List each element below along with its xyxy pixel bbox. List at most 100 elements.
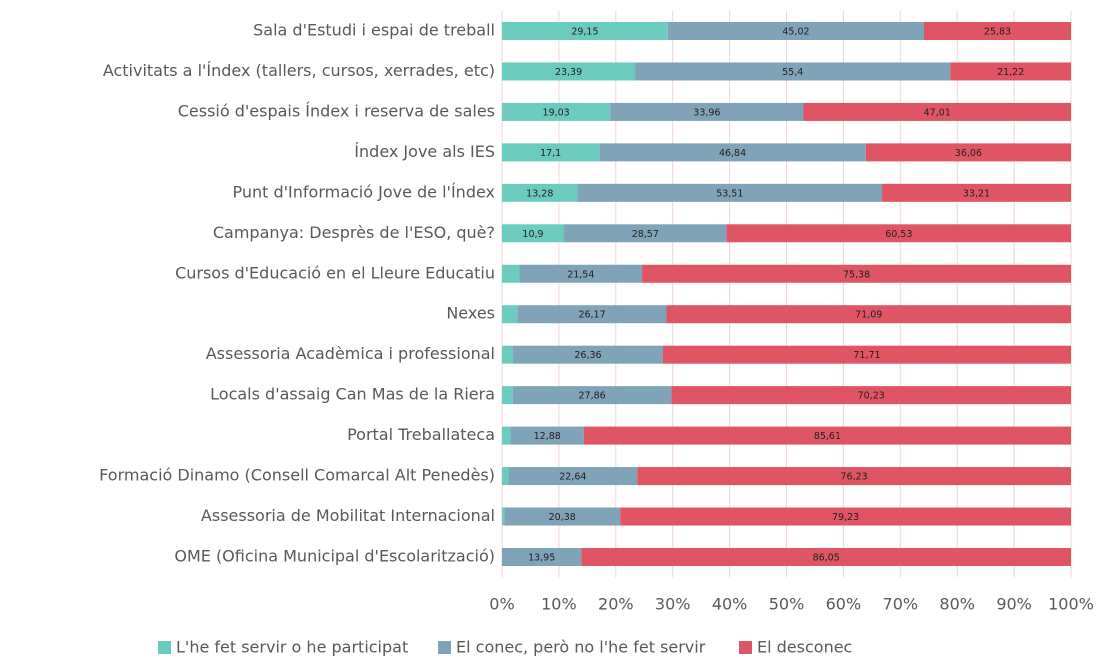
legend-label: El desconec <box>757 638 852 657</box>
bar-segment <box>620 507 1071 526</box>
bar-segment <box>642 264 1071 283</box>
bar-segment <box>508 467 638 486</box>
bar-segment <box>882 183 1071 202</box>
bar-segment <box>512 345 663 364</box>
y-tick-label: Formació Dinamo (Consell Comarcal Alt Pe… <box>99 466 495 485</box>
x-tick-label: 10% <box>541 595 577 614</box>
bar-segment <box>637 467 1071 486</box>
data-label: 21,54 <box>567 269 594 280</box>
data-label: 71,09 <box>855 310 882 321</box>
bar-segment <box>502 467 509 486</box>
data-label: 27,86 <box>579 391 606 402</box>
bar-segment <box>512 386 672 405</box>
bar-segment <box>581 547 1071 566</box>
x-tick-label: 70% <box>883 595 919 614</box>
data-label: 70,23 <box>858 391 885 402</box>
bar-segment <box>502 305 518 324</box>
bar-segment <box>599 143 866 162</box>
bar-segment <box>502 386 513 405</box>
bar-segment <box>667 22 925 40</box>
data-label: 17,1 <box>540 148 561 159</box>
y-tick-label: Portal Treballateca <box>347 425 495 444</box>
data-label: 26,36 <box>574 350 601 361</box>
x-tick-label: 40% <box>712 595 748 614</box>
data-label: 22,64 <box>559 472 586 483</box>
y-tick-label: Nexes <box>446 304 495 323</box>
data-label: 79,23 <box>832 512 859 523</box>
data-label: 25,83 <box>984 27 1011 38</box>
y-tick-label: Sala d'Estudi i espai de treball <box>253 21 495 40</box>
data-label: 36,06 <box>955 148 982 159</box>
data-label: 55,4 <box>782 67 803 78</box>
bar-segment <box>502 264 520 283</box>
y-tick-label: Punt d'Informació Jove de l'Índex <box>232 182 495 201</box>
bar-segment <box>504 507 621 526</box>
bar-segment <box>502 345 513 364</box>
data-label: 28,57 <box>632 229 659 240</box>
legend-swatch <box>158 641 171 654</box>
x-tick-label: 20% <box>598 595 634 614</box>
data-label: 75,38 <box>843 269 870 280</box>
y-tick-label: Índex Jove als IES <box>354 142 495 161</box>
bar-segment <box>502 22 668 40</box>
data-label: 26,17 <box>578 310 605 321</box>
bar-segment <box>671 386 1071 405</box>
data-label: 71,71 <box>853 350 880 361</box>
y-tick-label: Cursos d'Educació en el Lleure Educatiu <box>175 263 495 282</box>
bar-segment <box>502 426 511 445</box>
data-label: 21,22 <box>997 67 1024 78</box>
x-tick-label: 100% <box>1048 595 1094 614</box>
x-tick-label: 50% <box>769 595 805 614</box>
y-tick-label: Cessió d'espais Índex i reserva de sales <box>178 101 495 120</box>
bar-segment <box>726 224 1071 243</box>
data-label: 13,28 <box>526 188 553 199</box>
bar-segment <box>519 264 643 283</box>
x-tick-label: 60% <box>826 595 862 614</box>
x-tick-label: 90% <box>996 595 1032 614</box>
data-label: 76,23 <box>841 472 868 483</box>
data-label: 29,15 <box>571 27 598 38</box>
data-label: 13,95 <box>528 552 555 563</box>
y-tick-label: Locals d'assaig Can Mas de la Riera <box>210 385 495 404</box>
bar-segment <box>577 183 883 202</box>
bar-segment <box>502 183 578 202</box>
x-tick-label: 30% <box>655 595 691 614</box>
data-label: 10,9 <box>522 229 543 240</box>
bar-segment <box>502 547 582 566</box>
legend-label: El conec, però no l'he fet servir <box>456 638 706 657</box>
bar-segment <box>517 305 667 324</box>
legend-label: L'he fet servir o he participat <box>176 638 408 657</box>
bar-segment <box>502 62 636 81</box>
bar-segment <box>950 62 1072 81</box>
data-label: 46,84 <box>719 148 746 159</box>
data-label: 60,53 <box>885 229 912 240</box>
bar-segment <box>924 22 1071 40</box>
bar-segment <box>502 102 611 121</box>
data-label: 53,51 <box>716 188 743 199</box>
bar-segment <box>502 143 600 162</box>
bar-segment <box>610 102 804 121</box>
data-label: 33,96 <box>693 107 720 118</box>
x-tick-label: 80% <box>939 595 975 614</box>
data-label: 85,61 <box>814 431 841 442</box>
bar-segment <box>662 345 1071 364</box>
bar-segment <box>583 426 1071 445</box>
data-label: 19,03 <box>543 107 570 118</box>
bar-segment <box>666 305 1071 324</box>
y-tick-label: OME (Oficina Municipal d'Escolarització) <box>174 546 495 565</box>
data-label: 23,39 <box>555 67 582 78</box>
bar-segment <box>502 224 565 243</box>
bar-segment <box>502 507 505 526</box>
legend-swatch <box>438 641 451 654</box>
legend-swatch <box>739 641 752 654</box>
y-tick-label: Campanya: Desprès de l'ESO, què? <box>213 223 495 242</box>
data-label: 45,02 <box>782 27 809 38</box>
data-label: 12,88 <box>534 431 561 442</box>
y-tick-label: Assessoria de Mobilitat Internacional <box>201 506 495 525</box>
bar-segment <box>635 62 951 81</box>
data-label: 47,01 <box>924 107 951 118</box>
y-tick-label: Activitats a l'Índex (tallers, cursos, x… <box>103 61 495 80</box>
data-label: 33,21 <box>963 188 990 199</box>
bar-segment <box>865 143 1071 162</box>
